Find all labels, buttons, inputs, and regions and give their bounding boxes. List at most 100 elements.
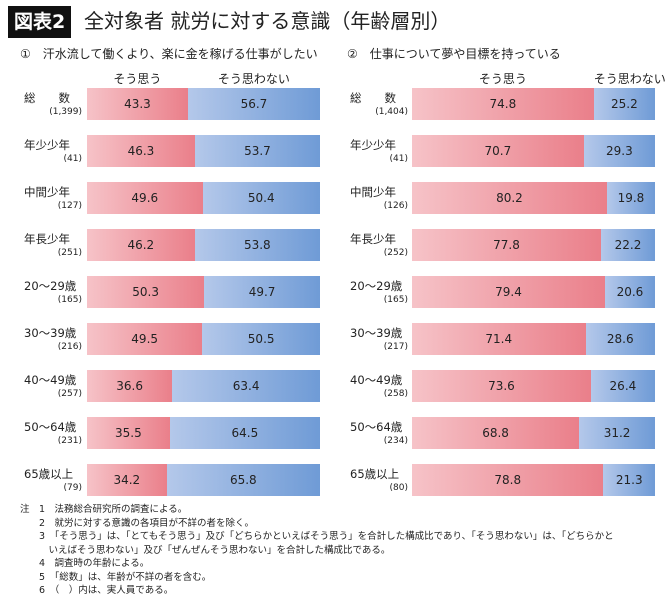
- bar-segment-yes: 68.8: [412, 417, 580, 449]
- row-label: 40～49歳 (257): [24, 372, 82, 399]
- row-label: 20～29歳 (165): [24, 278, 82, 305]
- bar-segment-no: 28.6: [585, 323, 655, 355]
- category-label: 65歳以上: [350, 467, 400, 481]
- stacked-bar: 68.8 31.2: [412, 417, 655, 449]
- category-label: 中間少年: [350, 185, 396, 199]
- stacked-bar: 80.2 19.8: [412, 182, 655, 214]
- bar-segment-no: 65.8: [166, 464, 320, 496]
- note: 4 調査時の年齢による。: [20, 558, 150, 569]
- legend-no: そう思わない: [217, 72, 290, 86]
- count-label: (127): [57, 201, 82, 211]
- count-label: (251): [57, 248, 82, 258]
- stacked-bar: 46.2 53.8: [87, 229, 320, 261]
- bar-segment-no: 19.8: [606, 182, 655, 214]
- row-label: 40～49歳 (258): [350, 372, 408, 399]
- bar-segment-no: 29.3: [583, 135, 655, 167]
- bar-segment-yes: 80.2: [412, 182, 607, 214]
- stacked-bar: 34.2 65.8: [87, 464, 320, 496]
- bar-segment-no: 53.8: [194, 229, 320, 261]
- stacked-bar: 73.6 26.4: [412, 370, 655, 402]
- bar-segment-no: 22.2: [601, 229, 655, 261]
- bar-segment-yes: 46.2: [87, 229, 195, 261]
- chart-subtitle: ① 汗水流して働くより、楽に金を稼げる仕事がしたい: [20, 47, 318, 61]
- bar-segment-no: 20.6: [604, 276, 655, 308]
- stacked-bar: 49.6 50.4: [87, 182, 320, 214]
- count-label: (41): [389, 154, 408, 164]
- count-label: (217): [383, 342, 408, 352]
- stacked-bar: 46.3 53.7: [87, 135, 320, 167]
- legend-yes: そう思う: [113, 72, 162, 86]
- bar-segment-yes: 46.3: [87, 135, 195, 167]
- row-label: 年少少年 (41): [350, 137, 408, 164]
- row-label: 年少少年 (41): [24, 137, 82, 164]
- bar-segment-no: 53.7: [194, 135, 320, 167]
- count-label: (216): [57, 342, 82, 352]
- category-label: 総 数: [24, 91, 70, 105]
- note: 3 「そう思う」は、「とてもそう思う」及び「どちらかといえばそう思う」を合計した…: [20, 531, 614, 542]
- category-label: 年少少年: [24, 138, 70, 152]
- figure-title: 全対象者 就労に対する意識（年齢層別）: [84, 9, 451, 33]
- chart-subtitle: ② 仕事について夢や目標を持っている: [347, 47, 561, 61]
- row-label: 20～29歳 (165): [350, 278, 408, 305]
- stacked-bar: 35.5 64.5: [87, 417, 320, 449]
- category-label: 65歳以上: [24, 467, 74, 481]
- bar-segment-yes: 77.8: [412, 229, 602, 261]
- figure-badge: 図表2: [8, 6, 72, 38]
- row-label: 年長少年 (251): [24, 231, 82, 258]
- count-label: (165): [57, 295, 82, 305]
- stacked-bar: 36.6 63.4: [87, 370, 320, 402]
- bar-segment-yes: 34.2: [87, 464, 167, 496]
- bar-segment-no: 63.4: [172, 370, 320, 402]
- stacked-bar: 50.3 49.7: [87, 276, 320, 308]
- legend-yes: そう思う: [478, 72, 527, 86]
- count-label: (80): [389, 483, 408, 493]
- count-label: (257): [57, 389, 82, 399]
- bar-segment-yes: 74.8: [412, 88, 594, 120]
- stacked-bar: 71.4 28.6: [412, 323, 655, 355]
- stacked-bar: 78.8 21.3: [412, 464, 655, 496]
- bar-segment-yes: 50.3: [87, 276, 205, 308]
- bar-segment-yes: 71.4: [412, 323, 586, 355]
- bar-segment-no: 50.5: [202, 323, 320, 355]
- count-label: (79): [63, 483, 82, 493]
- bar-segment-yes: 70.7: [412, 135, 584, 167]
- bar-segment-no: 50.4: [202, 182, 320, 214]
- note: いえばそう思わない」及び「ぜんぜんそう思わない」を合計した構成比である。: [20, 544, 391, 556]
- bar-segment-no: 64.5: [169, 417, 320, 449]
- count-label: (231): [57, 436, 82, 446]
- bar-segment-no: 25.2: [593, 88, 655, 120]
- row-label: 30～39歳 (217): [350, 325, 408, 352]
- category-label: 40～49歳: [350, 373, 403, 387]
- count-label: (126): [383, 201, 408, 211]
- category-label: 50～64歳: [24, 420, 77, 434]
- bar-segment-no: 26.4: [590, 370, 655, 402]
- count-label: (252): [383, 248, 408, 258]
- category-label: 30～39歳: [24, 326, 77, 340]
- row-label: 中間少年 (127): [24, 184, 82, 211]
- legend-no: そう思わない: [593, 72, 666, 86]
- bar-segment-yes: 36.6: [87, 370, 173, 402]
- category-label: 20～29歳: [350, 279, 403, 293]
- category-label: 総 数: [350, 91, 396, 105]
- bar-segment-no: 31.2: [579, 417, 655, 449]
- category-label: 20～29歳: [24, 279, 77, 293]
- bar-segment-yes: 78.8: [412, 464, 604, 496]
- note: 5 「総数」は、年齢が不詳の者を含む。: [20, 571, 212, 583]
- row-label: 総 数 (1,399): [24, 90, 82, 117]
- count-label: (165): [383, 295, 408, 305]
- note: 注 1 法務総合研究所の調査による。: [20, 504, 188, 515]
- bar-segment-no: 56.7: [187, 88, 320, 120]
- category-label: 年少少年: [350, 138, 396, 152]
- row-label: 総 数 (1,404): [350, 90, 408, 117]
- stacked-bar: 43.3 56.7: [87, 88, 320, 120]
- row-label: 65歳以上 (80): [350, 466, 408, 493]
- count-label: (1,404): [375, 107, 408, 117]
- stacked-bar: 49.5 50.5: [87, 323, 320, 355]
- stacked-bar: 79.4 20.6: [412, 276, 655, 308]
- category-label: 40～49歳: [24, 373, 77, 387]
- note: 6 （ ）内は、実人員である。: [20, 585, 174, 596]
- stacked-bar: 74.8 25.2: [412, 88, 655, 120]
- category-label: 50～64歳: [350, 420, 403, 434]
- count-label: (234): [383, 436, 408, 446]
